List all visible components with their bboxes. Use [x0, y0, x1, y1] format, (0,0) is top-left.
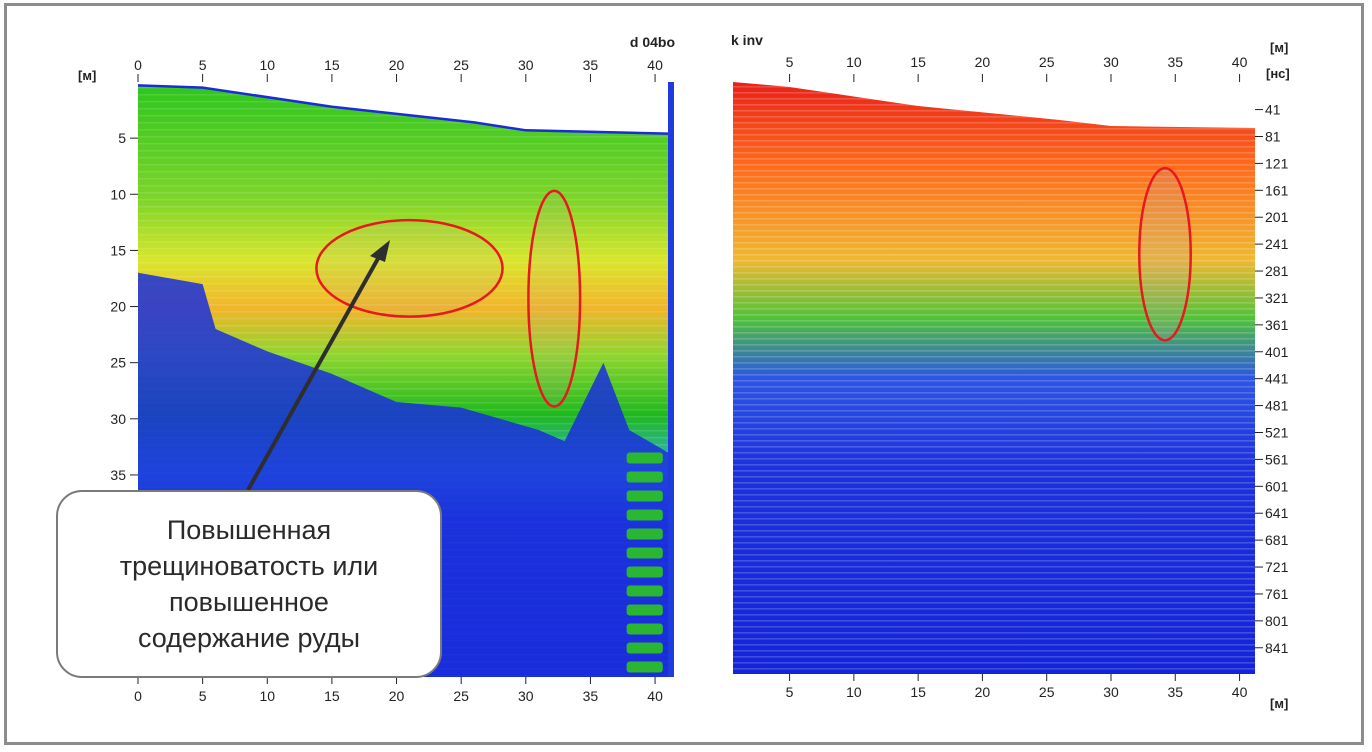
- left-panel-title: d 04bo: [630, 34, 675, 50]
- right-y-tick-label: 121: [1265, 155, 1289, 171]
- right-top-tick-label: 15: [910, 54, 926, 70]
- right-top-tick-label: 30: [1103, 54, 1119, 70]
- trace-band: [626, 528, 663, 540]
- left-top-tick-label: 30: [518, 57, 534, 73]
- right-bottom-tick-label: 15: [910, 684, 926, 700]
- left-y-unit: [м]: [78, 68, 96, 83]
- right-anomaly-ellipse-1: [1138, 166, 1192, 342]
- left-surface-line: [137, 84, 669, 135]
- right-bottom-tick-label: 5: [786, 684, 794, 700]
- right-bottom-tick-label: 25: [1039, 684, 1055, 700]
- callout-line-1: Повышенная: [166, 515, 332, 545]
- left-top-tick-label: 35: [583, 57, 599, 73]
- right-y-tick-label: 561: [1265, 451, 1289, 467]
- trace-band: [626, 547, 663, 559]
- left-y-tick-label: 10: [110, 186, 126, 202]
- right-y-tick-label: 801: [1265, 613, 1289, 629]
- left-top-tick-label: 25: [453, 57, 469, 73]
- right-y-tick-label: 361: [1265, 317, 1289, 333]
- right-y-tick-label: 321: [1265, 290, 1289, 306]
- right-edge-trace-column: [626, 452, 663, 673]
- right-top-tick-label: 5: [786, 54, 794, 70]
- trace-band: [626, 623, 663, 635]
- trace-band: [626, 471, 663, 483]
- right-y-tick-label: 281: [1265, 263, 1289, 279]
- right-top-tick-label: 10: [846, 54, 862, 70]
- right-top-tick-label: 35: [1167, 54, 1183, 70]
- left-y-tick-label: 20: [110, 299, 126, 315]
- left-bottom-tick-label: 15: [324, 688, 340, 704]
- right-x-unit-bottom: [м]: [1270, 696, 1288, 711]
- right-bottom-tick-label: 20: [975, 684, 991, 700]
- left-bottom-tick-label: 35: [583, 688, 599, 704]
- left-y-tick-label: 35: [110, 467, 126, 483]
- right-top-tick-label: 20: [975, 54, 991, 70]
- right-y-unit: [нс]: [1266, 66, 1290, 81]
- right-y-tick-label: 601: [1265, 478, 1289, 494]
- right-y-tick-label: 521: [1265, 424, 1289, 440]
- callout-line-2: трещиноватость или: [119, 551, 379, 581]
- right-y-tick-label: 161: [1265, 182, 1289, 198]
- right-y-tick-label: 441: [1265, 371, 1289, 387]
- right-bottom-tick-label: 10: [846, 684, 862, 700]
- right-air-gap: [733, 82, 1255, 128]
- callout-arrowhead: [370, 240, 390, 262]
- left-bottom-tick-label: 25: [453, 688, 469, 704]
- trace-band: [626, 490, 663, 502]
- right-x-unit-top: [м]: [1270, 40, 1288, 55]
- left-top-tick-label: 40: [647, 57, 663, 73]
- left-y-tick-label: 25: [110, 355, 126, 371]
- trace-band: [626, 642, 663, 654]
- trace-band: [626, 661, 663, 673]
- left-edge-bar: [668, 82, 674, 677]
- right-y-tick-label: 241: [1265, 236, 1289, 252]
- left-bottom-tick-label: 30: [518, 688, 534, 704]
- right-y-tick-label: 641: [1265, 505, 1289, 521]
- right-bottom-tick-label: 40: [1232, 684, 1248, 700]
- right-y-tick-label: 41: [1265, 102, 1281, 118]
- right-bottom-tick-label: 30: [1103, 684, 1119, 700]
- left-top-tick-label: 15: [324, 57, 340, 73]
- left-bottom-tick-label: 40: [647, 688, 663, 704]
- trace-band: [626, 585, 663, 597]
- left-y-tick-label: 5: [118, 130, 126, 146]
- trace-band: [626, 452, 663, 464]
- right-y-tick-label: 481: [1265, 398, 1289, 414]
- left-y-tick-label: 15: [110, 242, 126, 258]
- right-top-tick-label: 40: [1232, 54, 1248, 70]
- trace-band: [626, 509, 663, 521]
- left-top-tick-label: 20: [389, 57, 405, 73]
- callout-line-3: повышенное: [169, 587, 329, 617]
- annotation-callout: Повышенная трещиноватость или повышенное…: [56, 490, 442, 678]
- trace-band: [626, 566, 663, 578]
- left-top-tick-label: 0: [134, 57, 142, 73]
- right-top-tick-label: 25: [1039, 54, 1055, 70]
- left-top-tick-label: 5: [199, 57, 207, 73]
- left-y-tick-label: 30: [110, 411, 126, 427]
- left-anomaly-ellipse-2: [527, 189, 582, 408]
- left-bottom-tick-label: 0: [134, 688, 142, 704]
- right-y-tick-label: 721: [1265, 559, 1289, 575]
- right-radargram: 5 5 10 10 15 15 20 20 25 25 30 30 35 35 40 40 41 81 121 161…: [733, 54, 1289, 700]
- trace-band: [626, 604, 663, 616]
- left-top-tick-label: 10: [259, 57, 275, 73]
- right-bottom-tick-label: 35: [1167, 684, 1183, 700]
- right-y-tick-label: 401: [1265, 344, 1289, 360]
- right-panel-title: k inv: [731, 32, 763, 48]
- right-y-tick-label: 681: [1265, 532, 1289, 548]
- right-y-tick-label: 201: [1265, 209, 1289, 225]
- left-bottom-tick-label: 20: [389, 688, 405, 704]
- callout-line-4: содержание руды: [137, 623, 361, 653]
- left-air-gap: [138, 82, 668, 134]
- callout-arrow: [246, 254, 382, 491]
- right-y-tick-label: 761: [1265, 586, 1289, 602]
- left-bottom-tick-label: 5: [199, 688, 207, 704]
- left-anomaly-ellipse-1: [315, 218, 504, 318]
- right-y-tick-label: 841: [1265, 640, 1289, 656]
- left-bottom-tick-label: 10: [259, 688, 275, 704]
- right-y-tick-label: 81: [1265, 128, 1281, 144]
